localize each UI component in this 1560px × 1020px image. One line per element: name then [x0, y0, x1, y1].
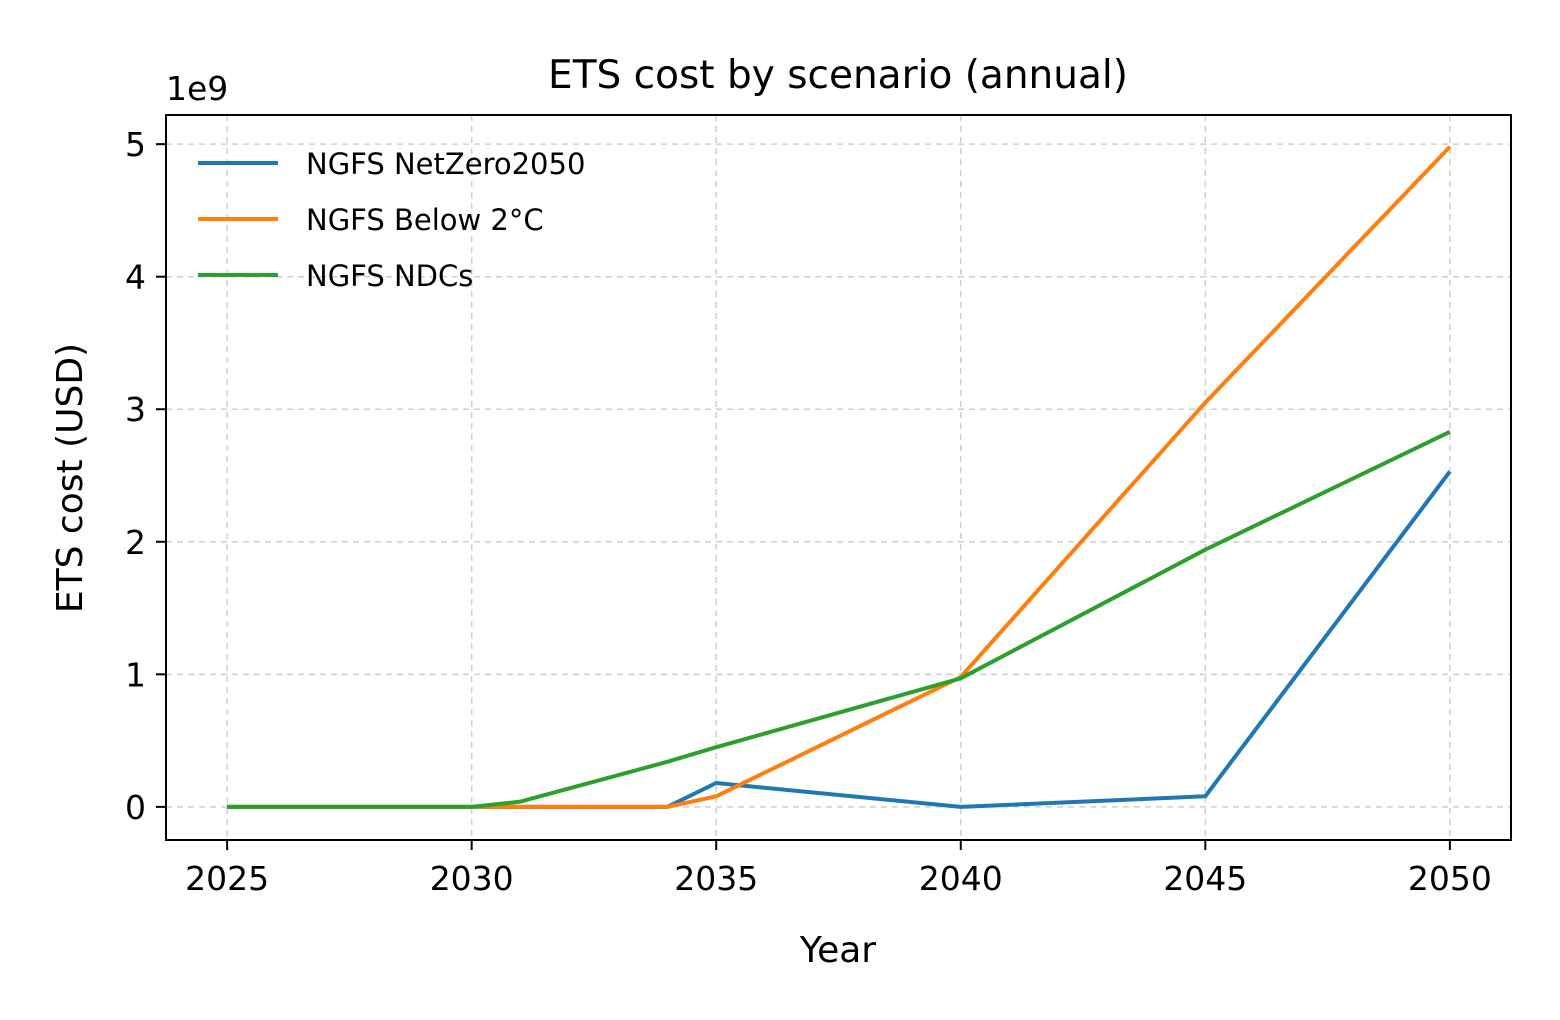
x-tick-label: 2035 — [674, 859, 758, 898]
y-tick-label: 5 — [125, 125, 146, 164]
y-tick-label: 4 — [125, 258, 146, 297]
series-lines — [227, 145, 1452, 809]
x-tick-label: 2045 — [1163, 859, 1247, 898]
legend-label: NGFS NDCs — [306, 259, 473, 293]
plot-frame — [165, 114, 1512, 841]
x-tick-label: 2030 — [430, 859, 514, 898]
y-tick-label: 1 — [125, 655, 146, 694]
legend-label: NGFS NetZero2050 — [306, 147, 585, 181]
x-axis-label: Year — [799, 930, 876, 971]
legend: NGFS NetZero2050 NGFS Below 2°C NGFS NDCs — [198, 147, 585, 293]
axis-ticks: 2025 2030 2035 2040 2045 2050 0 1 2 3 4 5 — [125, 125, 1492, 898]
x-tick-label: 2025 — [185, 859, 269, 898]
series-line — [227, 429, 1451, 809]
y-tick-label: 3 — [125, 390, 146, 429]
x-tick-label: 2050 — [1408, 859, 1492, 898]
y-offset-label: 1e9 — [166, 69, 228, 108]
legend-label: NGFS Below 2°C — [306, 203, 544, 237]
chart-title: ETS cost by scenario (annual) — [548, 53, 1128, 98]
x-tick-label: 2040 — [919, 859, 1003, 898]
y-axis-label: ETS cost (USD) — [50, 343, 91, 613]
y-tick-label: 2 — [125, 523, 146, 562]
y-tick-label: 0 — [125, 788, 146, 827]
